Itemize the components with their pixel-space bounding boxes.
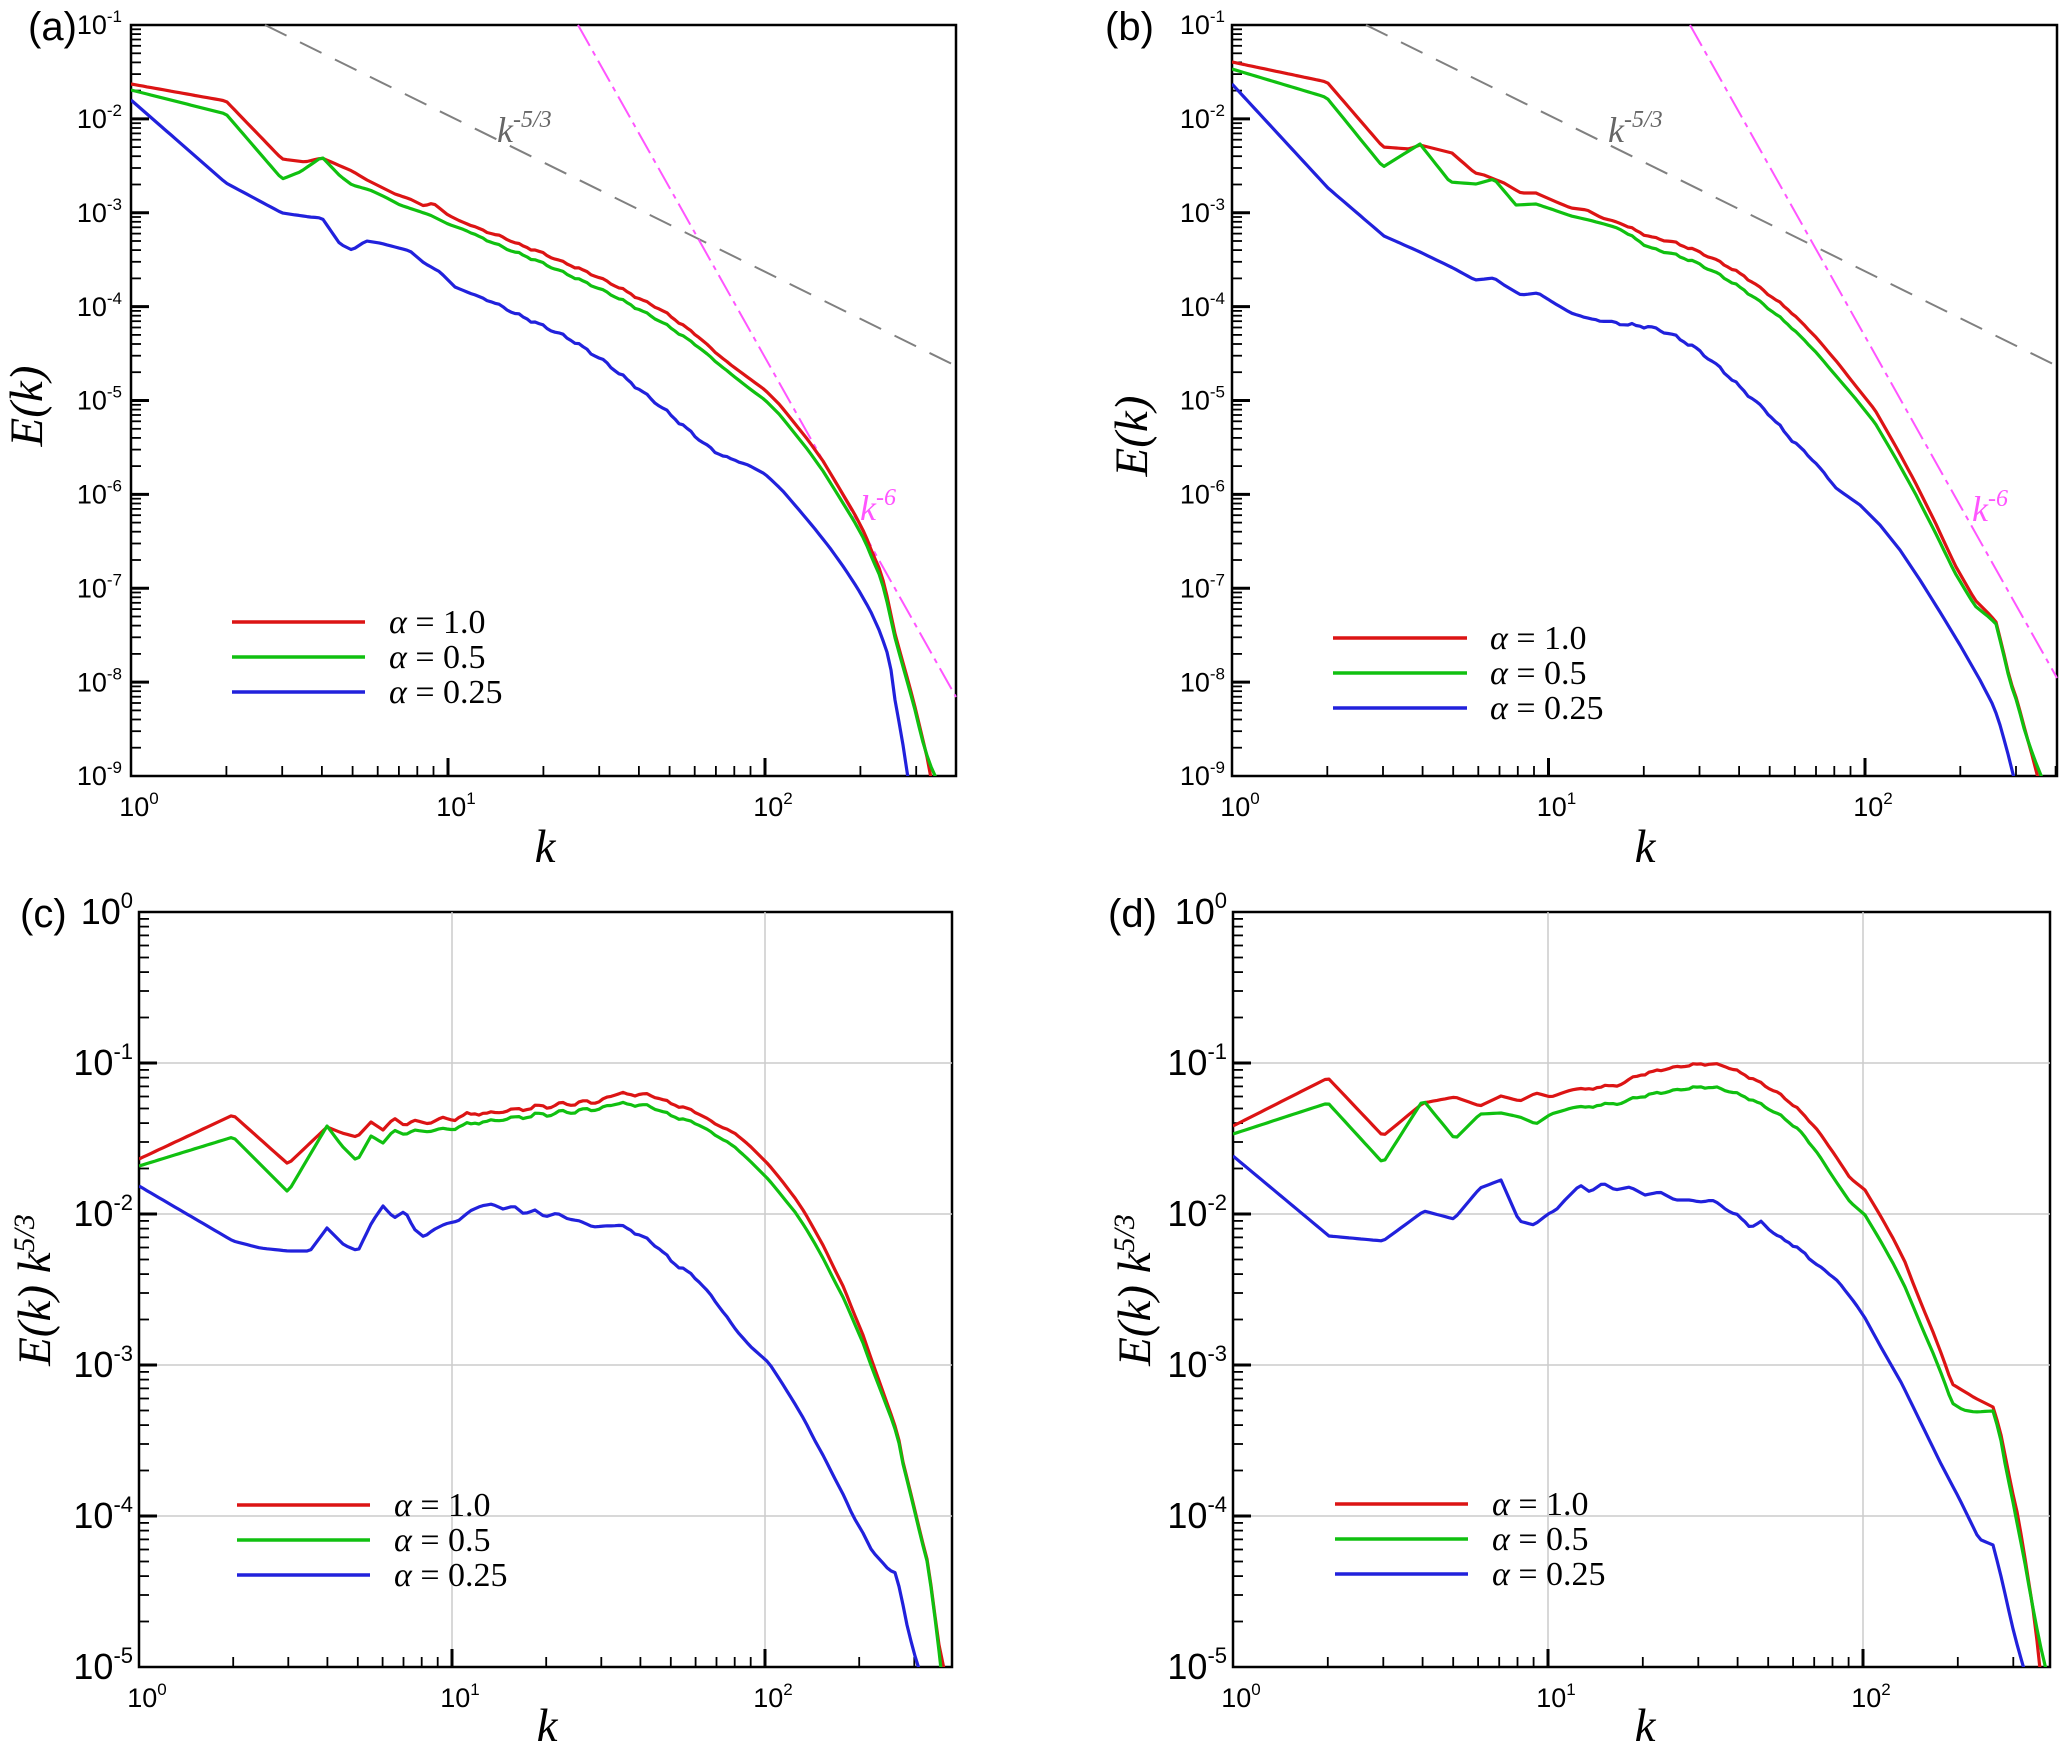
svg-text:k: k [1635,1700,1657,1752]
svg-text:α = 1.0: α = 1.0 [1490,620,1587,657]
svg-text:α = 0.25: α = 0.25 [1492,1556,1606,1593]
svg-text:α = 0.25: α = 0.25 [389,674,503,711]
svg-text:10-4: 10-4 [77,289,122,322]
svg-text:α = 1.0: α = 1.0 [389,604,486,641]
svg-text:(c): (c) [20,892,67,936]
svg-text:(b): (b) [1105,5,1154,49]
svg-text:α = 0.25: α = 0.25 [1490,690,1604,727]
svg-text:α = 0.5: α = 0.5 [1492,1521,1589,1558]
svg-text:10-7: 10-7 [77,570,122,603]
svg-text:10-3: 10-3 [73,1341,133,1385]
svg-text:k: k [1635,821,1657,873]
svg-text:(a): (a) [28,5,77,49]
svg-text:E(k): E(k) [1,366,53,448]
svg-text:α = 0.25: α = 0.25 [394,1557,508,1594]
svg-text:100: 100 [81,888,133,932]
svg-text:α = 0.5: α = 0.5 [389,639,486,676]
svg-text:α = 1.0: α = 1.0 [1492,1486,1589,1523]
svg-text:k: k [537,1700,559,1752]
svg-text:α = 0.5: α = 0.5 [394,1522,491,1559]
svg-text:10-2: 10-2 [1180,101,1225,134]
svg-text:E(k): E(k) [1106,396,1158,478]
svg-text:k: k [535,821,557,873]
svg-text:α = 1.0: α = 1.0 [394,1487,491,1524]
svg-text:(d): (d) [1108,892,1157,936]
svg-text:α = 0.5: α = 0.5 [1490,655,1587,692]
